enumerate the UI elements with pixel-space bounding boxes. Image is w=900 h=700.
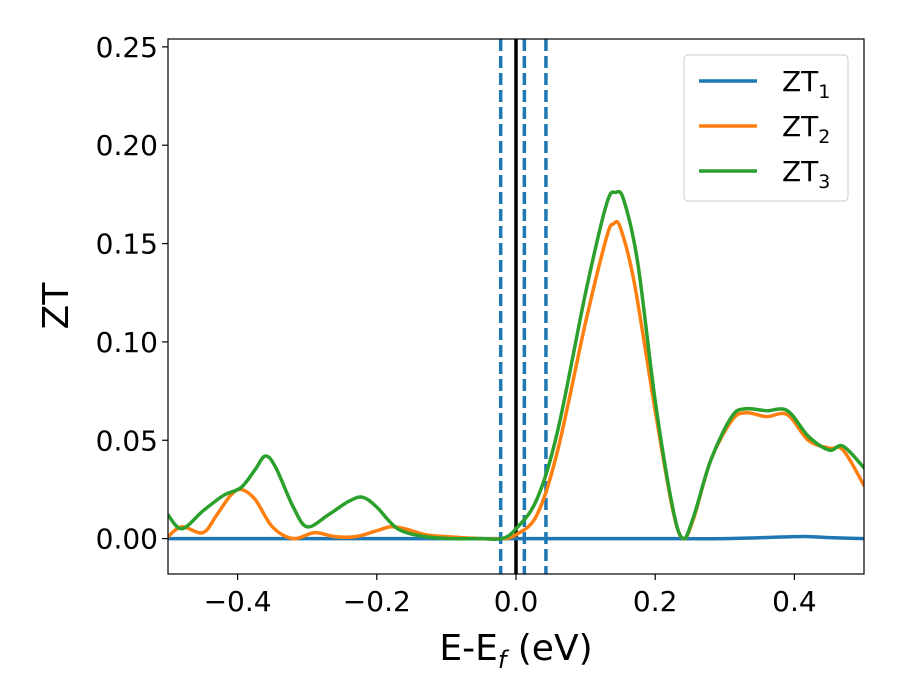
series-line-zt1 bbox=[168, 534, 864, 541]
x-tick-label: 0.4 bbox=[772, 585, 817, 618]
legend-label-zt1: ZT1 bbox=[782, 65, 830, 103]
legend: ZT1 ZT2 ZT3 bbox=[683, 54, 849, 202]
y-tick-label: 0.25 bbox=[96, 31, 158, 64]
series-line-zt3 bbox=[168, 189, 864, 542]
y-axis: 0.00 0.05 0.10 0.15 0.20 0.25 bbox=[96, 31, 168, 556]
legend-box bbox=[683, 54, 849, 202]
y-tick-label: 0.15 bbox=[96, 228, 158, 261]
y-tick-label: 0.00 bbox=[96, 523, 158, 556]
x-axis-title-main: E-E bbox=[439, 628, 497, 669]
x-axis: −0.4 −0.2 0.0 0.2 0.4 bbox=[204, 574, 817, 618]
x-tick-label: 0.0 bbox=[494, 585, 539, 618]
y-tick-label: 0.10 bbox=[96, 326, 158, 359]
series-layer bbox=[168, 189, 864, 542]
series-line-zt2 bbox=[168, 219, 864, 541]
y-tick-label: 0.20 bbox=[96, 129, 158, 162]
y-tick-label: 0.05 bbox=[96, 424, 158, 457]
x-axis-title-rest: (eV) bbox=[506, 628, 592, 669]
x-axis-title: E-Ef (eV) bbox=[439, 628, 592, 674]
legend-label-zt2: ZT2 bbox=[782, 110, 830, 148]
reference-lines bbox=[498, 39, 548, 574]
x-tick-label: 0.2 bbox=[633, 585, 678, 618]
x-tick-label: −0.2 bbox=[343, 585, 411, 618]
y-axis-title: ZT bbox=[36, 282, 77, 330]
legend-label-zt3: ZT3 bbox=[782, 155, 830, 193]
x-tick-label: −0.4 bbox=[204, 585, 272, 618]
